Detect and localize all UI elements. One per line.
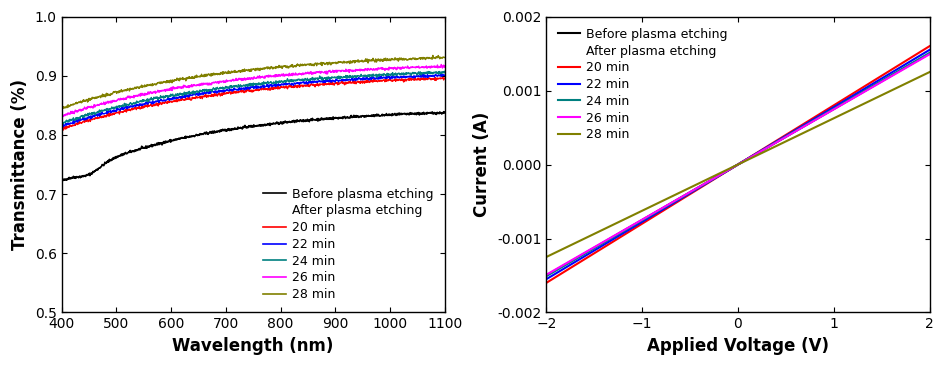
Y-axis label: Current (A): Current (A) — [473, 112, 491, 217]
Legend: Before plasma etching, After plasma etching, 20 min, 22 min, 24 min, 26 min, 28 : Before plasma etching, After plasma etch… — [552, 23, 732, 146]
Legend: Before plasma etching, After plasma etching, 20 min, 22 min, 24 min, 26 min, 28 : Before plasma etching, After plasma etch… — [258, 183, 438, 306]
X-axis label: Wavelength (nm): Wavelength (nm) — [172, 337, 333, 355]
Y-axis label: Transmittance (%): Transmittance (%) — [11, 79, 29, 250]
X-axis label: Applied Voltage (V): Applied Voltage (V) — [647, 337, 828, 355]
